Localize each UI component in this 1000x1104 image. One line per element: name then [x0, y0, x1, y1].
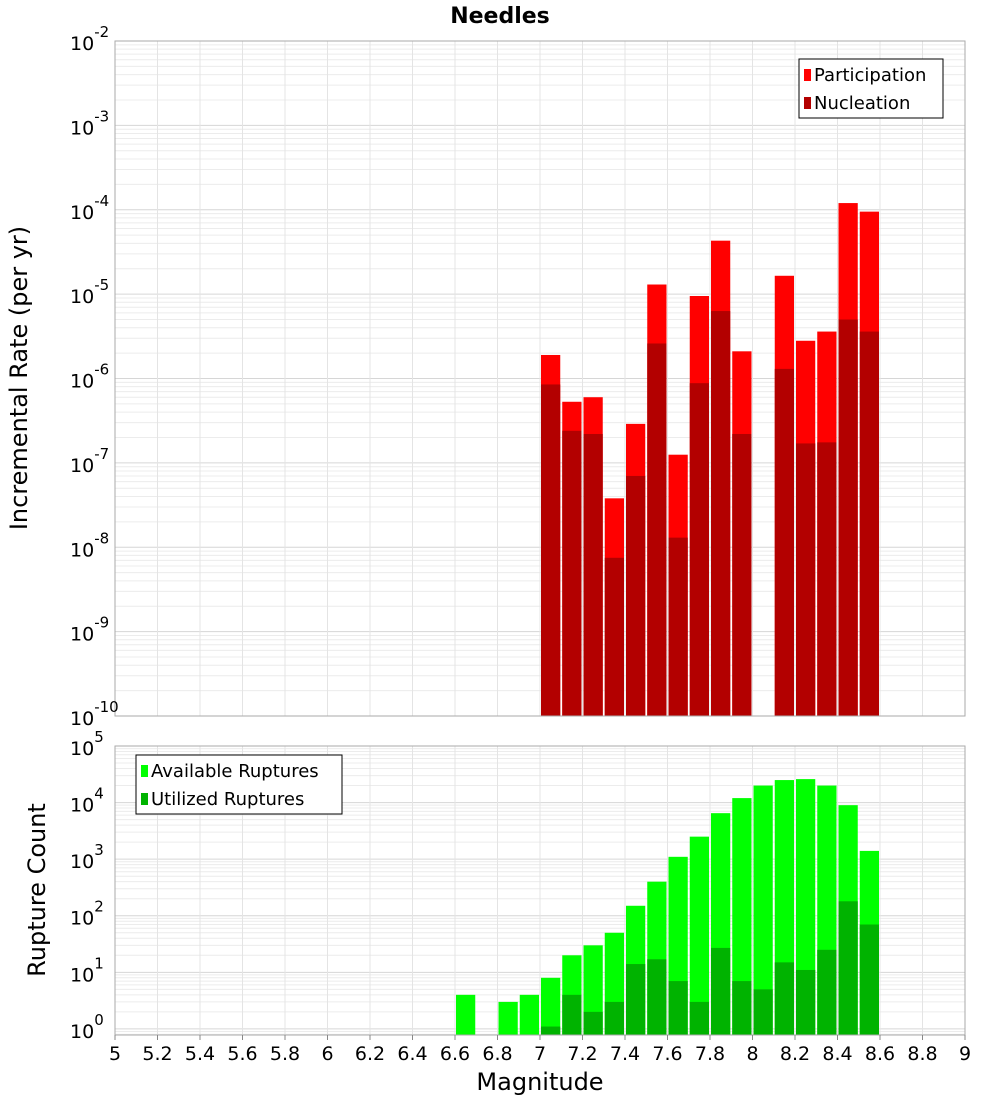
bar-nucleation: [689, 383, 709, 716]
x-tick-label: 9: [959, 1043, 971, 1065]
bar-utilized-ruptures: [583, 1011, 603, 1035]
x-tick-label: 8.6: [865, 1043, 895, 1065]
bar-utilized-ruptures: [562, 994, 582, 1035]
bar-utilized-ruptures: [753, 989, 773, 1035]
bar-nucleation: [604, 557, 624, 716]
bar-utilized-ruptures: [774, 962, 794, 1035]
bar-nucleation: [796, 443, 816, 716]
legend-swatch: [141, 765, 148, 777]
x-tick-label: 7.6: [652, 1043, 682, 1065]
legend-entry: Utilized Ruptures: [151, 789, 304, 810]
x-tick-label: 8.2: [780, 1043, 810, 1065]
bar-nucleation: [583, 433, 603, 716]
x-tick-label: 6.4: [397, 1043, 427, 1065]
y-axis-label-rate: Incremental Rate (per yr): [5, 226, 33, 530]
bar-nucleation: [838, 319, 858, 716]
x-tick-label: 5: [109, 1043, 121, 1065]
legend: Participation Nucleation: [798, 58, 944, 119]
y-tick-label: 10-7: [70, 445, 109, 477]
bar-nucleation: [732, 433, 752, 716]
bar-utilized-ruptures: [689, 1001, 709, 1035]
y-tick-label: 10-5: [70, 276, 109, 308]
chart-title: Needles: [450, 4, 550, 29]
bar-utilized-ruptures: [859, 924, 879, 1035]
x-tick-label: 7.2: [567, 1043, 597, 1065]
x-tick-label: 5.6: [227, 1043, 257, 1065]
y-tick-label: 10-2: [70, 23, 109, 55]
x-tick-label: 6.8: [482, 1043, 512, 1065]
rupture-count-panel: 100 101 102 103 104 105 Available Ruptures Util…: [70, 728, 966, 1043]
legend: Available Ruptures Utilized Ruptures: [135, 754, 343, 815]
y-tick-label: 10-3: [70, 107, 109, 139]
bar-available-ruptures: [498, 1001, 518, 1035]
bar-nucleation: [562, 430, 582, 716]
incremental-rate-panel: 10-10 10-9 10-8 10-7 10-6 10-5 10-4 10-3 10-2 Par…: [70, 23, 966, 730]
plot-frame: [114, 40, 966, 717]
x-tick-label: 6: [321, 1043, 333, 1065]
y-tick-label: 104: [70, 785, 104, 817]
bar-utilized-ruptures: [817, 949, 837, 1035]
x-axis: 5 5.2 5.4 5.6 5.8 6 6.2 6.4 6.6 6.8 7 7.2 7.4 7.6 7.8 8…: [109, 1035, 971, 1065]
y-tick-label: 101: [70, 954, 104, 986]
bar-utilized-ruptures: [668, 981, 688, 1035]
bar-utilized-ruptures: [541, 1026, 561, 1035]
x-tick-label: 7.8: [695, 1043, 725, 1065]
y-tick-label: 10-9: [70, 614, 109, 646]
bar-available-ruptures: [541, 977, 561, 1035]
x-tick-label: 8.4: [822, 1043, 852, 1065]
x-tick-label: 8: [746, 1043, 758, 1065]
bar-available-ruptures: [753, 785, 773, 1035]
legend-entry: Available Ruptures: [151, 761, 319, 782]
bar-nucleation: [541, 384, 561, 716]
legend-box: [798, 58, 944, 119]
bar-utilized-ruptures: [626, 964, 646, 1035]
x-tick-label: 6.6: [440, 1043, 470, 1065]
y-tick-label: 102: [70, 898, 104, 930]
x-tick-label: 6.2: [355, 1043, 385, 1065]
y-tick-label: 10-6: [70, 361, 109, 393]
bar-available-ruptures: [732, 798, 752, 1035]
bar-nucleation: [817, 442, 837, 716]
bar-available-ruptures: [689, 836, 709, 1035]
y-tick-label: 103: [70, 841, 104, 873]
bar-utilized-ruptures: [711, 947, 731, 1035]
bar-utilized-ruptures: [604, 1001, 624, 1035]
y-tick-label: 10-4: [70, 192, 109, 224]
x-tick-label: 7.4: [610, 1043, 640, 1065]
legend-entry: Nucleation: [814, 93, 910, 114]
bar-utilized-ruptures: [838, 901, 858, 1035]
bar-nucleation: [647, 343, 667, 716]
y-tick-label: 105: [70, 728, 104, 760]
bar-available-ruptures: [456, 994, 476, 1035]
bar-nucleation: [859, 331, 879, 716]
legend-box: [135, 754, 343, 815]
x-axis-label: Magnitude: [476, 1068, 603, 1096]
bar-available-ruptures: [519, 994, 539, 1035]
legend-swatch: [804, 97, 811, 109]
x-tick-label: 5.8: [270, 1043, 300, 1065]
y-tick-label: 10-10: [70, 698, 119, 730]
y-tick-label: 100: [70, 1011, 104, 1043]
bar-nucleation: [711, 311, 731, 716]
legend-entry: Participation: [814, 65, 926, 86]
legend-swatch: [804, 69, 811, 81]
x-tick-label: 8.8: [907, 1043, 937, 1065]
legend-swatch: [141, 793, 148, 805]
y-axis-label-count: Rupture Count: [23, 803, 51, 977]
bar-utilized-ruptures: [732, 981, 752, 1035]
bar-nucleation: [626, 475, 646, 716]
bar-utilized-ruptures: [647, 959, 667, 1035]
x-tick-label: 7: [534, 1043, 546, 1065]
x-tick-label: 5.4: [185, 1043, 215, 1065]
x-tick-label: 5.2: [142, 1043, 172, 1065]
bar-nucleation: [668, 537, 688, 716]
bar-utilized-ruptures: [796, 969, 816, 1035]
bar-nucleation: [774, 368, 794, 716]
y-tick-label: 10-8: [70, 529, 109, 561]
